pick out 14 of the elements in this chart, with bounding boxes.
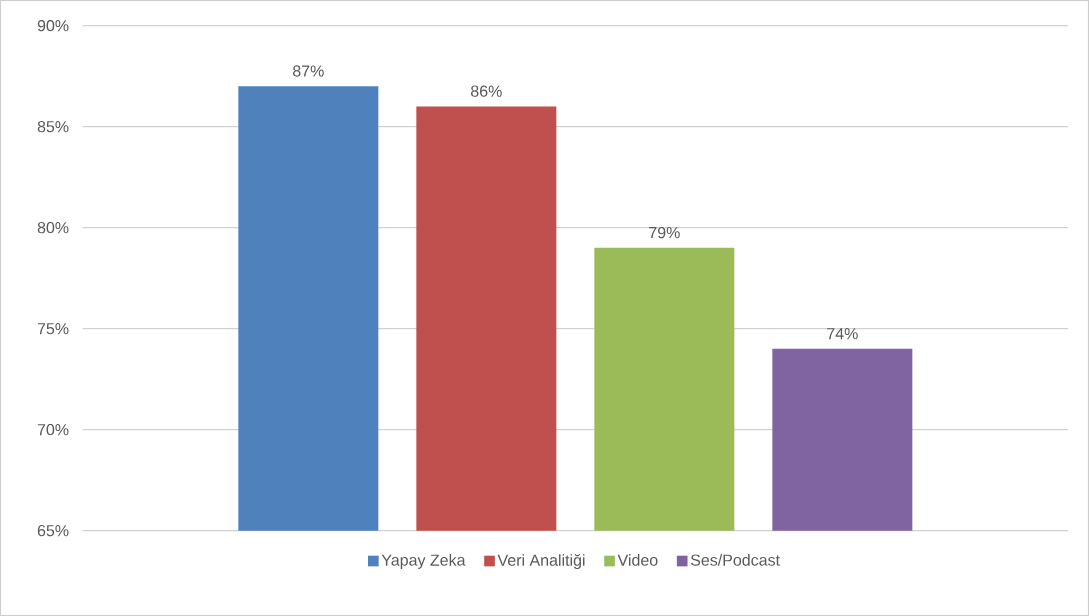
legend-label: Video: [617, 554, 658, 566]
y-tick-label: 85%: [37, 121, 69, 133]
y-tick-label: 80%: [37, 222, 69, 234]
data-label: 74%: [827, 328, 858, 340]
data-label: 79%: [649, 226, 680, 239]
data-label: 86%: [471, 85, 502, 97]
legend-label: Yapay Zeka: [381, 554, 466, 569]
legend-label: Ses/Podcast: [690, 554, 780, 566]
legend-label: Veri Analitiği: [497, 553, 585, 570]
y-tick-label: 75%: [37, 323, 69, 335]
data-label: 87%: [293, 65, 324, 77]
y-tick-label: 65%: [37, 524, 69, 537]
y-tick-label: 70%: [37, 423, 69, 436]
y-tick-label: 90%: [37, 20, 69, 32]
